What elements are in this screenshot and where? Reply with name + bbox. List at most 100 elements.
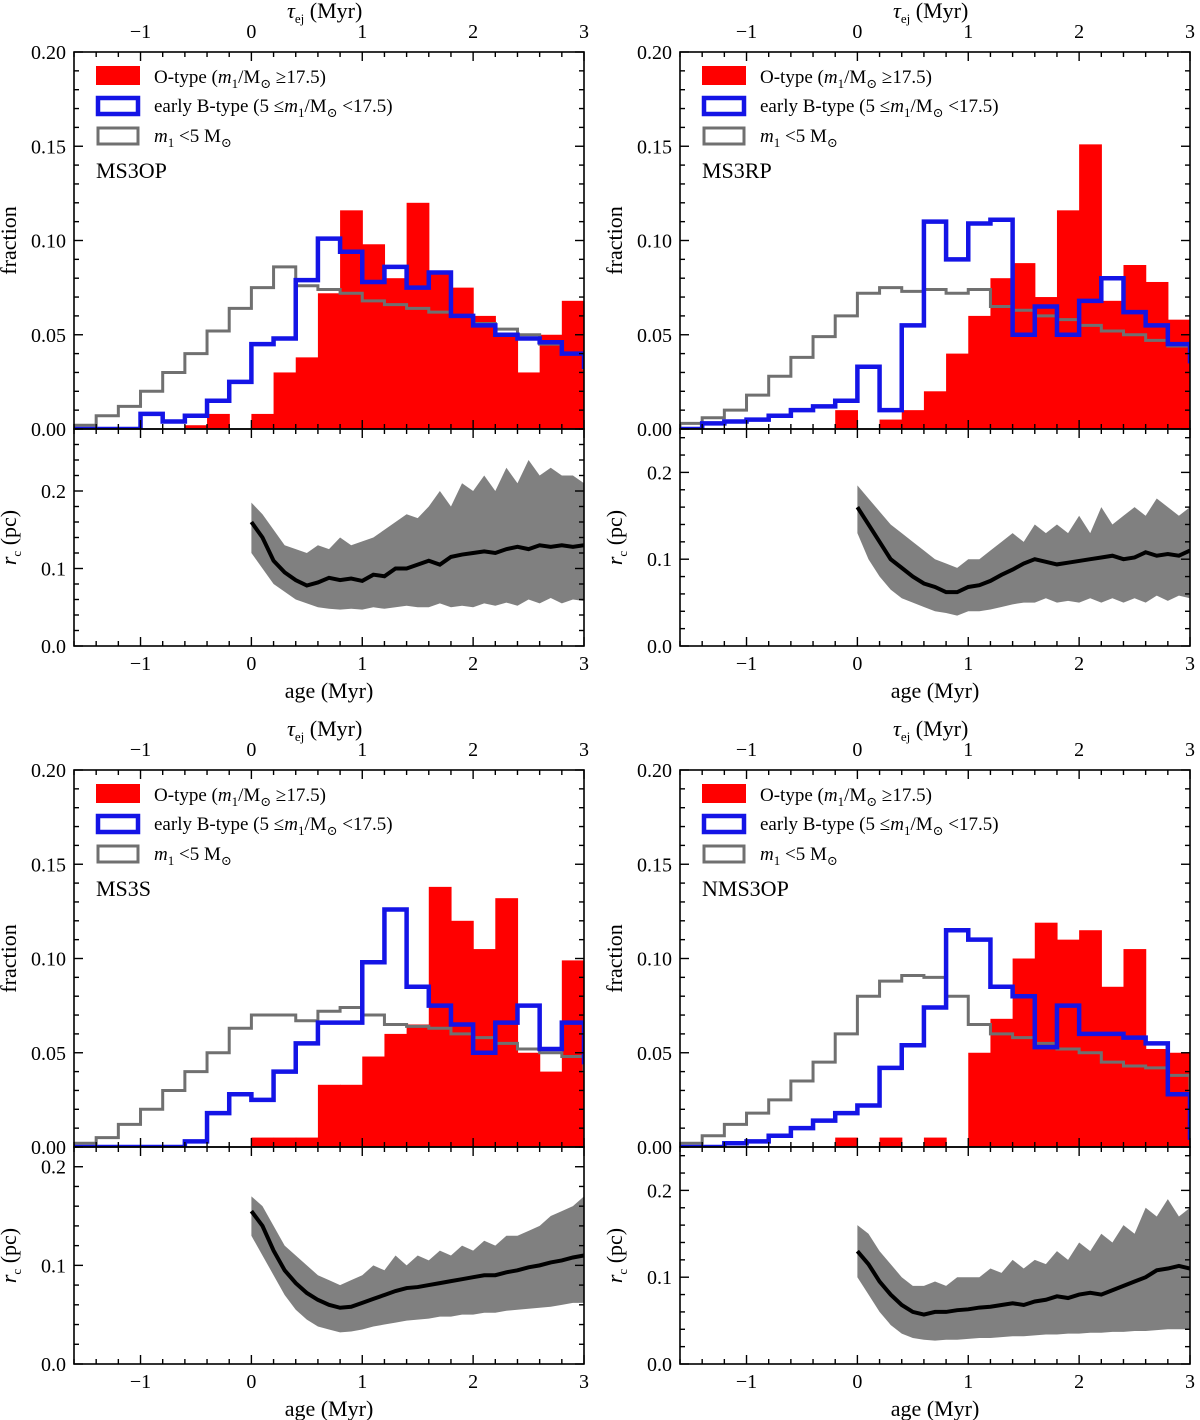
panel-nms3op: −1 −1 0 0 1 1 2 2 3 3 0.00 0.05 0.10 0.15 0.20 0.0 0.1 0.… [602, 716, 1200, 1420]
top-axis-label: τej (Myr) [893, 0, 968, 26]
rc-y-tick-label-2: 0.2 [647, 462, 672, 484]
top-tick-label-0: −1 [736, 739, 757, 761]
bottom-tick-label-0: −1 [130, 1371, 151, 1393]
otype-bar-16 [1034, 297, 1058, 429]
legend-btype-label-part-4: ⊙ [933, 823, 944, 838]
top-axis-label-part-2: (Myr) [304, 716, 362, 741]
hist-y-tick-label-1: 0.05 [637, 1043, 672, 1065]
btype-step-line [680, 927, 1190, 1147]
panel-ms3rp: −1 −1 0 0 1 1 2 2 3 3 0.00 0.05 0.10 0.15 0.20 0.0 0.1 0.… [602, 0, 1200, 703]
legend-low-label-part-1: 1 [168, 853, 175, 868]
otype-bar-23 [1190, 1070, 1200, 1147]
top-tick-label-4: 3 [1185, 739, 1195, 761]
otype-bar-15 [406, 1024, 430, 1147]
bottom-axis-label: age (Myr) [285, 678, 374, 703]
otype-bar-24 [606, 1038, 629, 1147]
legend-low-label-part-3: ⊙ [827, 135, 838, 150]
rc-y-tick-label-2: 0.2 [41, 481, 66, 503]
hist-y-tick-label-4: 0.20 [637, 42, 672, 64]
legend-btype-label-part-0: early B-type (5 ≤ [760, 814, 890, 835]
bottom-axis-label: age (Myr) [285, 1396, 374, 1420]
legend-btype-label-part-5: <17.5) [944, 814, 999, 835]
otype-bar-16 [428, 272, 452, 429]
legend-otype-label-part-1: m [218, 785, 232, 806]
bottom-tick-label-0: −1 [736, 1371, 757, 1393]
bottom-tick-label-3: 2 [468, 653, 478, 675]
hist-y-tick-label-0: 0.00 [31, 419, 66, 441]
top-tick-label-0: −1 [736, 21, 757, 43]
otype-bar-14 [384, 1033, 408, 1147]
hist-y-tick-label-3: 0.15 [31, 136, 66, 158]
hist-y-tick-label-4: 0.20 [637, 760, 672, 782]
top-tick-label-2: 1 [963, 21, 973, 43]
legend-otype-label-part-4: ⊙ [866, 794, 877, 809]
legend-btype-label-part-0: early B-type (5 ≤ [154, 96, 284, 117]
bottom-tick-label-3: 2 [1074, 1371, 1084, 1393]
top-tick-label-4: 3 [579, 739, 589, 761]
rc-scatter-band [251, 1196, 584, 1333]
bottom-tick-label-3: 2 [1074, 653, 1084, 675]
bottom-axis-label: age (Myr) [891, 678, 980, 703]
rc-frame [679, 428, 1191, 647]
otype-bar-10 [295, 357, 319, 429]
otype-bar-18 [1079, 144, 1102, 429]
legend-otype-label-part-0: O-type ( [760, 785, 824, 806]
otype-bar-18 [473, 315, 496, 429]
rc-y-axis-label-part-1: c [9, 1269, 24, 1275]
legend-low-swatch [96, 844, 140, 864]
legend-otype-label-part-1: m [218, 67, 232, 88]
legend-low-label: m1 <5 M⊙ [154, 126, 232, 150]
legend-btype-label-part-3: /M [304, 96, 326, 117]
legend-otype-label-part-2: 1 [232, 794, 239, 809]
legend-btype-label-part-5: <17.5) [338, 814, 393, 835]
bottom-tick-label-4: 3 [579, 1371, 589, 1393]
rc-scatter-band [857, 485, 1190, 616]
hist-y-tick-label-3: 0.15 [637, 854, 672, 876]
otype-bar-13 [968, 315, 992, 429]
otype-bar-11 [923, 391, 947, 429]
otype-bar-23 [1190, 363, 1200, 429]
otype-bar-9 [273, 372, 297, 429]
otype-bar-22 [561, 300, 584, 429]
top-axis-label-part-2: (Myr) [910, 716, 968, 741]
legend-low-label-part-1: 1 [168, 135, 175, 150]
legend-otype-label-part-3: /M [238, 785, 260, 806]
legend-low-label-part-1: 1 [774, 135, 781, 150]
bottom-tick-label-2: 1 [963, 1371, 973, 1393]
top-axis-label: τej (Myr) [287, 0, 362, 26]
top-tick-label-2: 1 [963, 739, 973, 761]
otype-bar-15 [406, 202, 430, 429]
otype-bar-8 [251, 1137, 275, 1147]
legend-otype-label: O-type (m1/M⊙ ≥17.5) [154, 785, 326, 809]
legend-low-label-part-2: <5 M [174, 844, 221, 865]
rc-y-tick-label-0: 0.0 [41, 1354, 66, 1376]
legend-btype-label-part-4: ⊙ [933, 105, 944, 120]
legend-btype-swatch [95, 813, 141, 835]
panel-ms3s: −1 −1 0 0 1 1 2 2 3 3 0.00 0.05 0.10 0.15 0.20 0.0 0.1 0.… [0, 716, 629, 1420]
legend-otype-swatch [702, 66, 746, 85]
hist-y-tick-label-0: 0.00 [637, 419, 672, 441]
rc-y-axis-label-part-2: (pc) [0, 1228, 21, 1269]
otype-bar-10 [295, 1137, 319, 1147]
otype-bar-12 [946, 353, 969, 429]
legend-btype-label-part-1: m [284, 96, 298, 117]
rc-frame [679, 1146, 1191, 1365]
legend-otype-label-part-4: ⊙ [260, 76, 271, 91]
top-tick-label-2: 1 [357, 739, 367, 761]
legend-btype-label-part-0: early B-type (5 ≤ [154, 814, 284, 835]
rc-scatter-band [857, 1199, 1190, 1341]
legend-otype-label-part-0: O-type ( [154, 785, 218, 806]
hist-y-axis-label: fraction [602, 206, 627, 274]
top-tick-label-1: 0 [246, 739, 256, 761]
hist-y-tick-label-1: 0.05 [637, 325, 672, 347]
otype-bar-6 [207, 413, 230, 429]
otype-bar-22 [561, 960, 584, 1147]
hist-y-tick-label-3: 0.15 [637, 136, 672, 158]
low-mass-step-line [680, 973, 1190, 1147]
hist-y-tick-label-1: 0.05 [31, 1043, 66, 1065]
top-tick-label-1: 0 [852, 739, 862, 761]
top-tick-label-0: −1 [130, 739, 151, 761]
legend-low-label-part-1: 1 [774, 853, 781, 868]
hist-y-tick-label-0: 0.00 [637, 1137, 672, 1159]
legend-otype-label: O-type (m1/M⊙ ≥17.5) [760, 785, 932, 809]
